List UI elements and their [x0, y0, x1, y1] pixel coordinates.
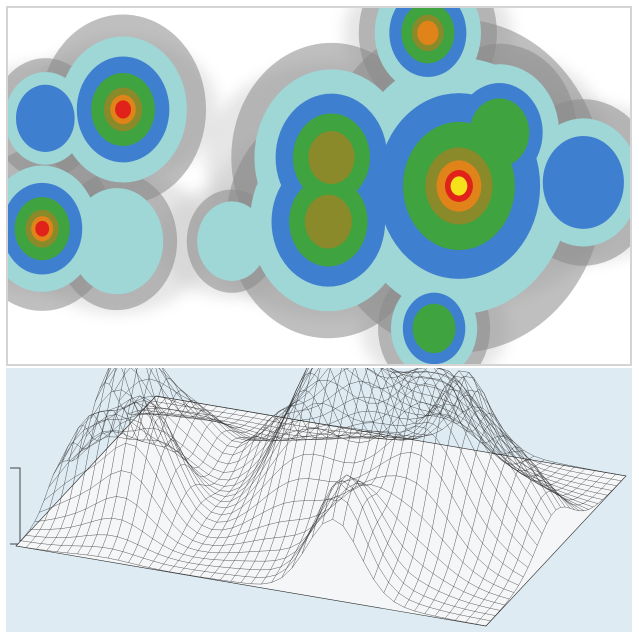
heatmap-peak-center-left-ridge-b: [304, 194, 352, 249]
surface-column-line: [46, 368, 187, 551]
heatmap-peak-left-top-red: [115, 100, 132, 119]
surface-column-line: [475, 473, 616, 625]
surface-column-line: [383, 370, 524, 593]
surface-column-line: [393, 380, 535, 602]
surface-column-line: [77, 378, 218, 555]
surface-column-line: [301, 368, 443, 554]
heatmap-layers: [8, 8, 630, 364]
heatmap-peak-left-bottom-red: [35, 220, 50, 237]
surface-column-line: [128, 414, 269, 563]
surface-column-line: [199, 405, 341, 578]
heatmap-peak-top-center: [417, 20, 439, 46]
surface-column-line: [332, 370, 473, 520]
surface-column-line: [434, 434, 576, 617]
surface-column-line: [250, 368, 392, 584]
z-axis-bracket: [10, 467, 21, 545]
heatmap-peak-right-blue: [542, 135, 624, 229]
surface-column-line: [465, 472, 606, 623]
heatmap-peak-mid-small-cyan: [197, 201, 267, 281]
surface-column-line: [189, 409, 330, 576]
surface-column-line: [220, 389, 361, 581]
surface-column-line: [281, 368, 422, 578]
heatmap-peak-center-left-ridge-a: [308, 131, 355, 184]
surface-column-line: [352, 368, 494, 542]
surface-column-line: [230, 372, 371, 582]
surface-mesh: [15, 368, 627, 627]
heatmap-panel: [6, 6, 632, 366]
surface-column-line: [261, 368, 402, 585]
surface-column-line: [444, 446, 586, 619]
surface-column-line: [240, 368, 381, 583]
surface-plot: [10, 368, 627, 627]
heatmap-peak-center-right-upper: [469, 98, 530, 167]
surface-row-line: [85, 368, 557, 511]
surface-panel: [6, 368, 632, 632]
surface-column-line: [179, 416, 320, 574]
surface-column-line: [209, 400, 351, 579]
surface-column-line: [97, 395, 238, 557]
surface-column-line: [56, 368, 198, 552]
surface-column-line: [322, 370, 463, 524]
surface-column-line: [87, 389, 228, 556]
surface-row-line: [81, 368, 552, 516]
heatmap-peak-left-top-small: [15, 84, 75, 152]
surface-column-line: [455, 459, 596, 621]
surface-column-line: [373, 368, 514, 580]
surface-column-line: [15, 382, 157, 547]
surface-column-line: [404, 395, 545, 608]
surface-column-line: [424, 423, 565, 614]
surface-column-line: [158, 420, 300, 570]
heatmap-peak-center-right-main: [450, 176, 468, 196]
surface-column-line: [138, 416, 279, 566]
surface-column-line: [414, 409, 555, 612]
surface-column-line: [148, 418, 289, 568]
surface-column-line: [342, 370, 484, 526]
surface-column-line: [169, 421, 310, 572]
surface-column-line: [66, 368, 208, 554]
heatmap-peak-left-bottom-cyan: [70, 188, 164, 295]
surface-column-line: [118, 412, 259, 561]
heatmap-chart: [8, 8, 630, 364]
heatmap-peak-bottom-green: [412, 303, 456, 354]
surface-column-line: [485, 475, 627, 627]
